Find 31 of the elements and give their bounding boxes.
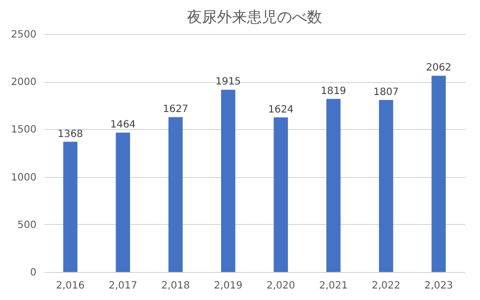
x-tick-label: 2,017 <box>108 280 138 292</box>
y-tick-label: 0 <box>30 268 36 278</box>
x-tick-label: 2,021 <box>319 280 348 292</box>
y-tick-label: 500 <box>17 220 36 231</box>
bar <box>432 76 446 272</box>
x-tick-label: 2,023 <box>424 280 454 292</box>
bar <box>63 142 78 272</box>
chart-title: 夜尿外来患児のべ数 <box>187 8 322 26</box>
bar <box>168 117 183 272</box>
y-tick-label: 1000 <box>11 172 36 184</box>
bar <box>378 100 394 272</box>
bar <box>221 90 236 272</box>
data-label: 1819 <box>320 86 346 97</box>
bar <box>274 117 288 272</box>
x-tick-label: 2,016 <box>56 280 85 292</box>
x-tick-label: 2,020 <box>266 280 296 292</box>
x-tick-label: 2,018 <box>161 280 190 292</box>
data-label: 1915 <box>215 76 241 88</box>
data-label: 1807 <box>373 86 399 98</box>
x-tick-label: 2,022 <box>372 280 400 292</box>
data-label: 2062 <box>426 62 452 74</box>
bar <box>326 98 341 272</box>
data-label: 1624 <box>268 104 294 116</box>
x-tick-label: 2,019 <box>214 280 243 292</box>
y-tick-label: 1500 <box>11 124 36 136</box>
bar <box>116 132 130 272</box>
data-label: 1627 <box>162 104 188 116</box>
data-label: 1464 <box>110 120 136 131</box>
y-tick-label: 2500 <box>11 30 36 40</box>
data-label: 1368 <box>58 128 84 140</box>
y-tick-label: 2000 <box>11 77 36 88</box>
